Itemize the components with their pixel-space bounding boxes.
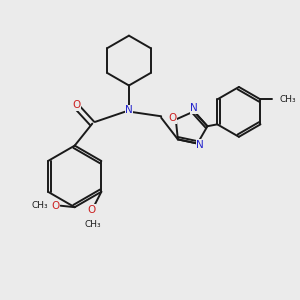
Text: N: N (190, 103, 198, 113)
Text: N: N (196, 140, 204, 150)
Text: CH₃: CH₃ (32, 201, 48, 210)
Text: O: O (169, 113, 177, 123)
Text: N: N (125, 105, 133, 116)
Text: O: O (52, 201, 60, 211)
Text: O: O (72, 100, 80, 110)
Text: O: O (87, 205, 95, 215)
Text: CH₃: CH₃ (84, 220, 101, 230)
Text: CH₃: CH₃ (280, 95, 296, 104)
